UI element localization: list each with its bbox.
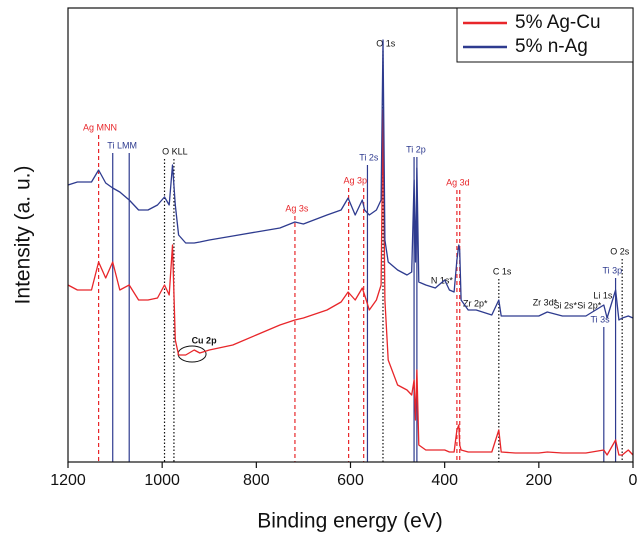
legend-label: 5% Ag-Cu	[515, 12, 601, 33]
peak-label: Ag MNN	[83, 122, 117, 132]
peak-label: Ag 3s	[285, 203, 309, 213]
y-axis-label: Intensity (a. u.)	[12, 166, 35, 305]
peak-label: Zr 2p*	[463, 298, 488, 308]
peak-label: Ti 2s	[359, 152, 379, 162]
peak-label: C 1s	[493, 266, 512, 276]
peak-label: O 1s	[376, 38, 396, 48]
peak-label: Ti 2p	[406, 144, 426, 154]
highlight-circle	[177, 345, 207, 363]
x-tick-label: 600	[337, 472, 364, 489]
x-tick-label: 1000	[144, 472, 180, 489]
peak-label: O 2s	[610, 246, 630, 256]
peak-label: Cu 2p	[192, 335, 218, 345]
peak-label: Si 2p*	[577, 300, 602, 310]
peak-label: N 1s*	[431, 275, 454, 285]
x-tick-label: 200	[525, 472, 552, 489]
plot-frame	[67, 7, 634, 463]
x-tick-label: 800	[243, 472, 270, 489]
peak-label: Ag 3d	[446, 177, 470, 187]
peak-label: Zr 3d*	[533, 297, 558, 307]
spectrum-line	[67, 109, 634, 456]
peak-label: Ag 3p	[343, 175, 367, 185]
peak-label: Si 2s*	[553, 300, 577, 310]
peak-label: Li 1s	[593, 290, 613, 300]
peak-label: Ti 3p	[602, 265, 622, 275]
peak-label: Ti 3s	[590, 314, 610, 324]
x-tick-label: 400	[431, 472, 458, 489]
x-axis-label: Binding energy (eV)	[257, 510, 443, 533]
legend-box	[456, 7, 634, 63]
legend-label: 5% n-Ag	[515, 36, 588, 57]
peak-label: O KLL	[162, 146, 188, 156]
x-tick-label: 1200	[50, 472, 86, 489]
peak-label: Ti LMM	[107, 140, 137, 150]
x-tick-label: 0	[629, 472, 637, 489]
spectrum-line	[67, 39, 634, 321]
